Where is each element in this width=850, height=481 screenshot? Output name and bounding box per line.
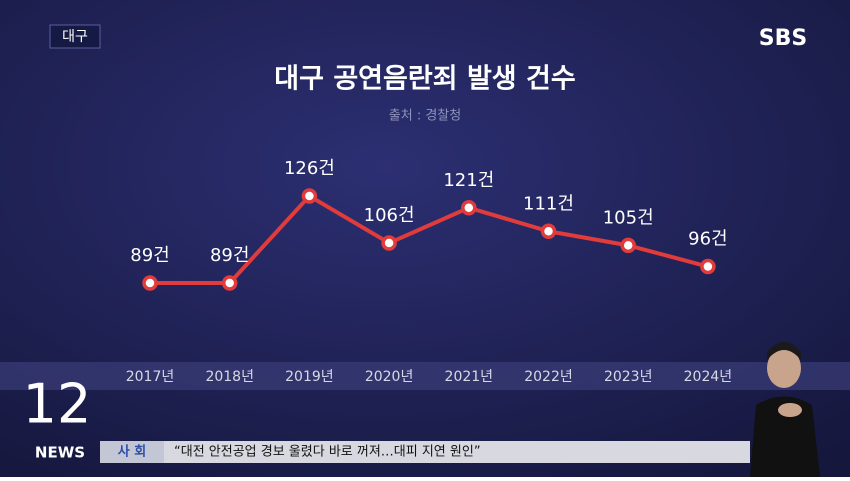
region-tag: 대구 <box>62 29 88 45</box>
year-band <box>0 362 850 390</box>
news-label: NEWS <box>35 444 85 462</box>
headline: “대전 안전공업 경보 울렸다 바로 꺼져…대피 지연 원인” <box>174 445 481 460</box>
value-label: 126건 <box>284 158 335 179</box>
marker <box>700 258 716 275</box>
marker <box>142 275 158 291</box>
chart-subtitle: 출처 : 경찰청 <box>389 109 461 124</box>
section-box <box>100 441 164 463</box>
x-tick-label: 2020년 <box>365 369 414 385</box>
marker <box>620 237 636 254</box>
line <box>150 193 709 285</box>
marker <box>221 275 238 291</box>
channel-number: 12 <box>23 373 92 436</box>
marker <box>381 235 397 251</box>
value-label: 89건 <box>210 245 249 266</box>
ticker-bar <box>100 441 750 463</box>
section: 사 회 <box>118 444 146 460</box>
region-tag-box <box>49 24 101 49</box>
marker <box>461 200 477 216</box>
plot: 2017년 2018년 2019년 2020년 2021년 2022년 2023년 2024년… <box>126 158 732 385</box>
x-tick-label: 2019년 <box>285 369 334 385</box>
value-label: 121건 <box>443 170 494 191</box>
value-label: 111건 <box>523 193 574 214</box>
x-tick-label: 2022년 <box>524 369 573 385</box>
value-label: 105건 <box>603 207 654 228</box>
x-tick-label: 2021년 <box>445 369 494 385</box>
chart-title: 대구 공연음란죄 발생 건수 <box>274 64 575 95</box>
marker <box>540 223 557 240</box>
logo: SBS <box>759 26 807 51</box>
value-label: 89건 <box>130 245 169 266</box>
value-label: 96건 <box>688 229 727 250</box>
x-tick-label: 2018년 <box>205 369 254 385</box>
x-tick-label: 2023년 <box>604 369 653 385</box>
marker <box>301 188 318 204</box>
interpreter <box>750 342 820 477</box>
x-tick-label: 2017년 <box>126 369 175 385</box>
x-tick-label: 2024년 <box>684 369 733 385</box>
value-label: 106건 <box>364 205 415 226</box>
